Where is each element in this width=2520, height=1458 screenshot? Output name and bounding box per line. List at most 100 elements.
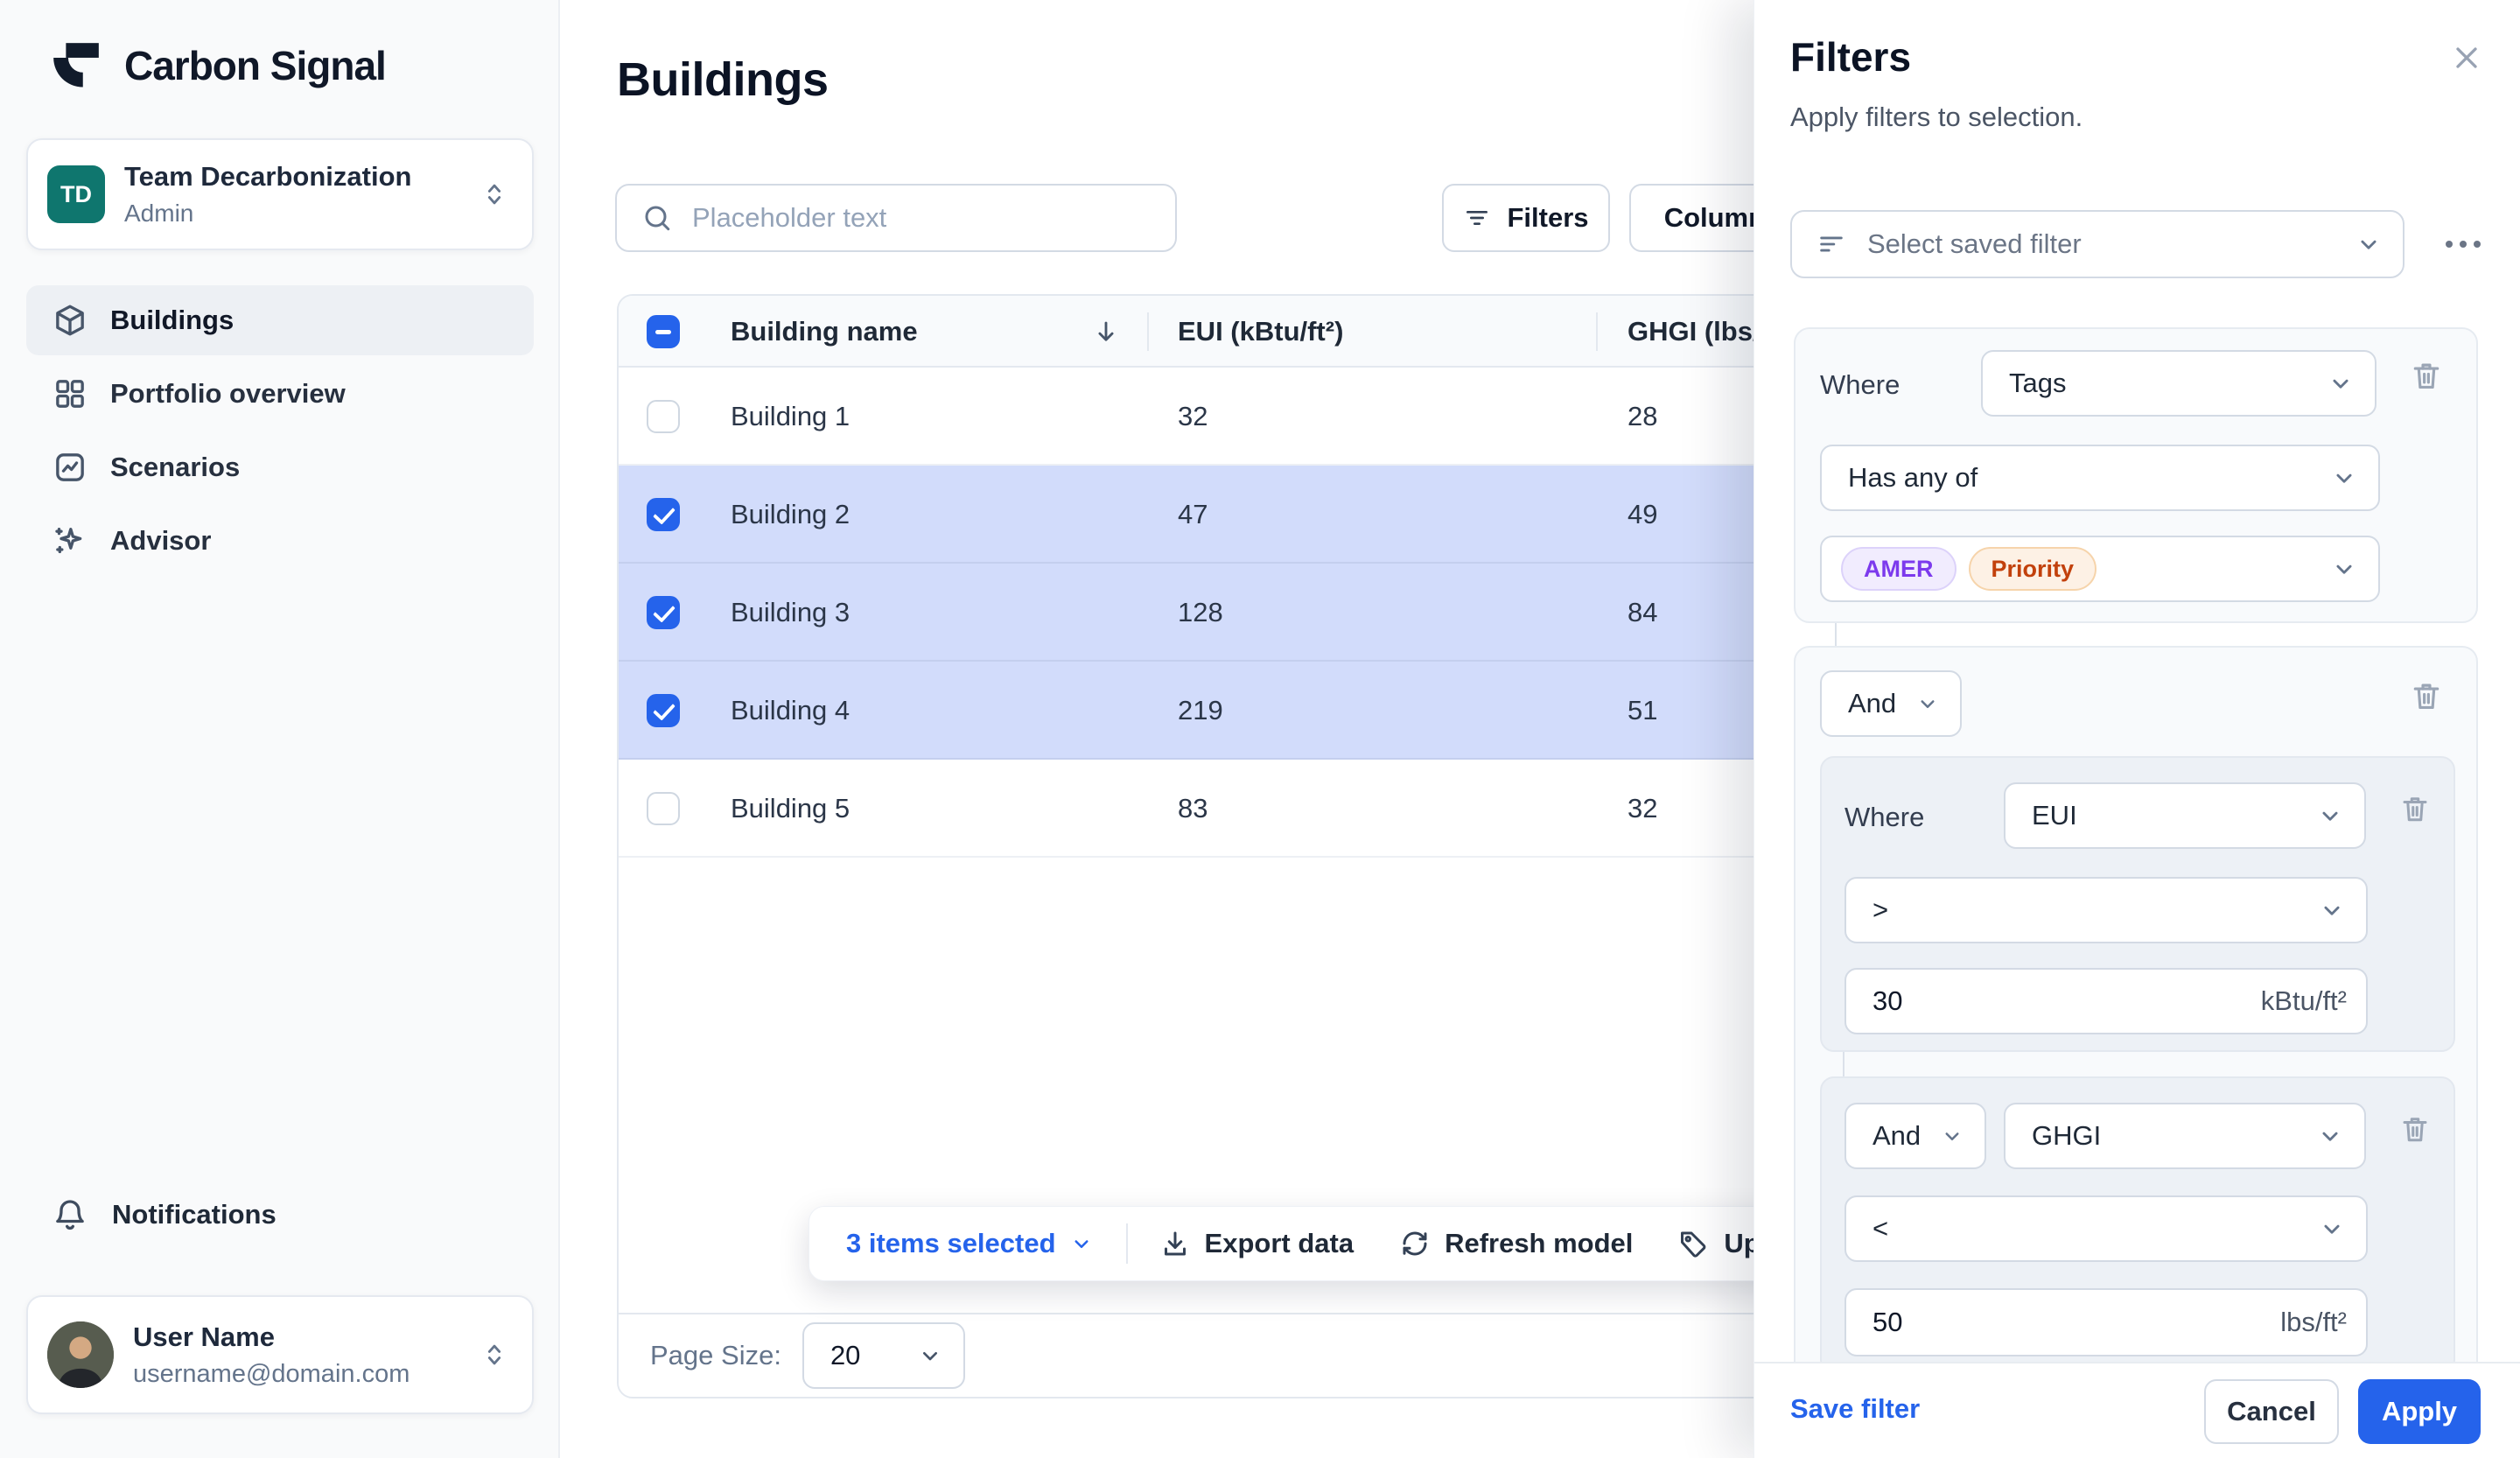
divider [1125,1223,1128,1264]
cell-eui: 32 [1178,401,1208,431]
team-switcher[interactable]: TD Team Decarbonization Admin [26,138,534,250]
comparator-select-ghgi[interactable]: < [1844,1195,2368,1262]
team-avatar: TD [47,165,105,223]
sidebar-item-label: Portfolio overview [110,378,346,409]
cell-building-name: Building 4 [731,695,850,725]
cell-building-name: Building 1 [731,401,850,431]
eui-value-input[interactable] [1872,985,2135,1017]
value-field-ghgi: lbs/ft² [1844,1288,2368,1356]
trash-icon[interactable] [2399,1113,2431,1145]
sidebar-item-advisor[interactable]: Advisor [26,506,534,576]
sidebar-item-buildings[interactable]: Buildings [26,285,534,355]
row-checkbox[interactable] [647,694,680,727]
field-select-value: EUI [2032,800,2077,831]
close-icon[interactable] [2449,40,2484,75]
filter-rule-eui: Where EUI > kBtu/ft² [1820,756,2455,1052]
user-meta: User Name username@domain.com [133,1321,480,1389]
row-checkbox[interactable] [647,498,680,531]
chevron-down-icon [2324,1224,2340,1234]
trash-icon[interactable] [2410,679,2443,712]
where-label: Where [1844,802,1925,832]
sidebar-item-scenarios[interactable]: Scenarios [26,432,534,502]
chevron-down-icon [1921,700,1935,708]
page-size-label: Page Size: [650,1340,781,1370]
cell-ghgi: 32 [1628,793,1658,824]
row-checkbox[interactable] [647,792,680,825]
join-select[interactable]: And [1820,670,1962,737]
notifications-button[interactable]: Notifications [52,1197,276,1232]
more-options-button[interactable] [2435,222,2491,266]
chart-icon [56,453,84,481]
main-content: Buildings Filters Columns Building name … [560,0,2520,1458]
filters-panel: Filters Apply filters to selection. Sele… [1754,0,2520,1458]
search-input[interactable] [692,202,1154,234]
column-header-building-name[interactable]: Building name [731,316,918,347]
join-select-value: And [1872,1120,1922,1151]
cancel-button[interactable]: Cancel [2204,1379,2339,1444]
sidebar-item-label: Advisor [110,525,212,556]
sidebar: Carbon Signal TD Team Decarbonization Ad… [0,0,560,1458]
apply-button[interactable]: Apply [2358,1379,2481,1444]
comparator-value: > [1872,894,1889,925]
field-select-ghgi[interactable]: GHGI [2004,1103,2366,1169]
cell-building-name: Building 3 [731,597,850,627]
user-avatar [47,1321,114,1388]
person-photo-icon [47,1321,114,1388]
search-box [615,184,1177,252]
operator-select-tags[interactable]: Has any of [1820,445,2380,511]
row-checkbox[interactable] [647,400,680,433]
filter-group-and: And Where EUI > kBtu/ft² And [1794,646,2478,1437]
sidebar-item-label: Buildings [110,305,234,335]
grid-icon [56,380,84,408]
brand-name: Carbon Signal [124,43,387,88]
filter-lines-icon [1820,236,1843,252]
trash-icon[interactable] [2399,793,2431,824]
selection-action-bar: 3 items selected Export data Refresh mod… [808,1206,1816,1281]
tag-chip-priority[interactable]: Priority [1968,547,2097,591]
filter-lines-icon [1466,211,1488,225]
trash-icon[interactable] [2410,359,2443,392]
brand-logo-icon [53,43,99,88]
page-size-select[interactable]: 20 [802,1322,965,1389]
filters-button-label: Filters [1507,202,1589,233]
save-filter-link[interactable]: Save filter [1790,1393,1921,1424]
user-name: User Name [133,1321,275,1352]
search-icon [645,206,670,231]
filters-panel-title: Filters [1790,34,1912,80]
selected-count-dropdown[interactable]: 3 items selected [846,1228,1095,1259]
ghgi-unit-label: lbs/ft² [2280,1307,2347,1337]
sidebar-item-portfolio-overview[interactable]: Portfolio overview [26,359,534,429]
notifications-label: Notifications [112,1199,276,1230]
filter-group-tags: Where Tags Has any of AMER Priority [1794,327,2478,623]
tag-icon [1681,1231,1706,1258]
row-checkbox[interactable] [647,596,680,629]
chevron-down-icon [922,1352,937,1361]
cell-ghgi: 49 [1628,499,1658,529]
page-title: Buildings [617,53,829,106]
comparator-value: < [1872,1213,1889,1244]
sort-descending-icon[interactable] [1091,317,1121,347]
team-meta: Team Decarbonization Admin [124,161,480,228]
column-divider [1596,312,1598,351]
user-menu[interactable]: User Name username@domain.com [26,1295,534,1414]
unfold-chevrons-icon [487,1344,501,1365]
select-all-checkbox[interactable] [647,315,680,348]
user-email: username@domain.com [133,1359,410,1388]
tag-values-select[interactable]: AMER Priority [1820,536,2380,602]
cell-eui: 128 [1178,597,1223,627]
chevron-down-icon [2336,564,2352,574]
field-select-tags[interactable]: Tags [1981,350,2376,417]
ghgi-value-input[interactable] [1872,1307,2135,1338]
chevron-down-icon [2361,240,2376,249]
join-select-value: And [1848,688,1897,718]
field-select-eui[interactable]: EUI [2004,782,2366,849]
filters-button[interactable]: Filters [1442,184,1610,252]
join-select-ghgi[interactable]: And [1844,1103,1986,1169]
comparator-select-eui[interactable]: > [1844,877,2368,943]
export-data-button[interactable]: Export data [1159,1228,1354,1259]
tag-chip-amer[interactable]: AMER [1841,547,1956,591]
column-header-eui[interactable]: EUI (kBtu/ft²) [1178,316,1344,347]
cell-building-name: Building 2 [731,499,850,529]
saved-filter-select[interactable]: Select saved filter [1790,210,2404,278]
refresh-model-button[interactable]: Refresh model [1399,1228,1633,1259]
